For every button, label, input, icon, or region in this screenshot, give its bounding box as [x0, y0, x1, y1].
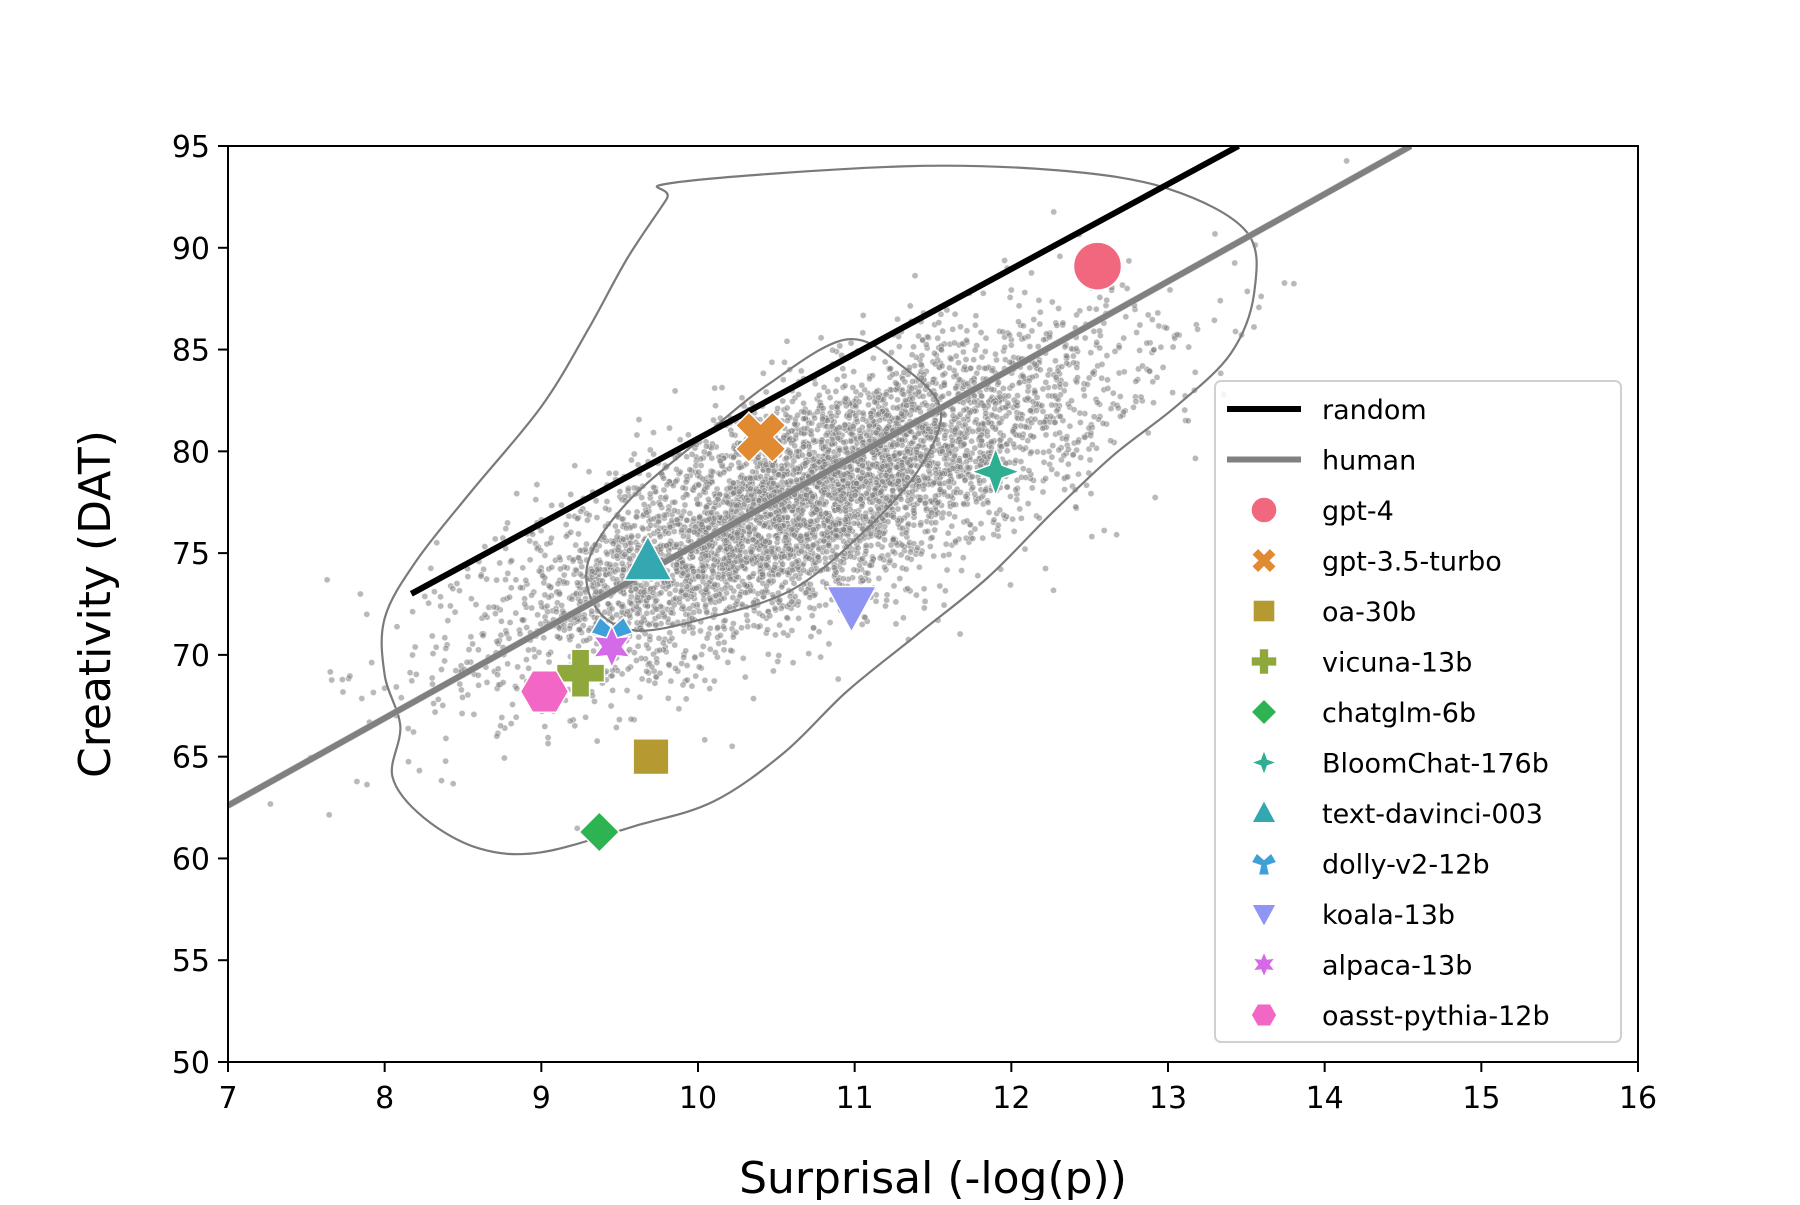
legend: random human gpt-4 gpt-3.5-turbo oa-30b vicun…	[1215, 381, 1621, 1042]
x-tick-label: 10	[679, 1081, 717, 1116]
x-tick-label: 9	[532, 1081, 551, 1116]
x-tick-label: 8	[375, 1081, 394, 1116]
legend-label-oasst-pythia-12b: oasst-pythia-12b	[1322, 1001, 1550, 1032]
legend-label-gpt-4: gpt-4	[1322, 496, 1394, 527]
y-tick-label: 50	[172, 1046, 210, 1081]
x-tick-label: 14	[1306, 1081, 1344, 1116]
x-tick-label: 13	[1149, 1081, 1187, 1116]
legend-label-gpt-3.5-turbo: gpt-3.5-turbo	[1322, 547, 1502, 578]
y-tick-label: 60	[172, 842, 210, 877]
legend-label-vicuna-13b: vicuna-13b	[1322, 648, 1472, 679]
legend-label-dolly-v2-12b: dolly-v2-12b	[1322, 850, 1490, 881]
marker-oa-30b	[633, 739, 669, 775]
legend-label-text-davinci-003: text-davinci-003	[1322, 799, 1543, 830]
x-tick-label: 12	[992, 1081, 1030, 1116]
y-axis-label: Creativity (DAT)	[70, 430, 121, 778]
x-tick-label: 7	[218, 1081, 237, 1116]
legend-label-chatglm-6b: chatglm-6b	[1322, 698, 1476, 729]
legend-marker-oa-30b	[1253, 600, 1275, 622]
y-tick-label: 95	[172, 130, 210, 165]
x-axis-label: Surprisal (-log(p))	[739, 1153, 1127, 1200]
marker-gpt-4	[1074, 242, 1122, 290]
x-tick-label: 16	[1619, 1081, 1657, 1116]
legend-label-oa-30b: oa-30b	[1322, 597, 1416, 628]
x-tick-label: 15	[1462, 1081, 1500, 1116]
legend-label-human: human	[1322, 446, 1416, 477]
y-tick-label: 80	[172, 435, 210, 470]
legend-marker-oasst-pythia-12b	[1251, 1004, 1277, 1027]
y-tick-label: 75	[172, 537, 210, 572]
legend-label-koala-13b: koala-13b	[1322, 900, 1455, 931]
y-tick-label: 65	[172, 741, 210, 776]
legend-label-random: random	[1322, 395, 1427, 426]
y-tick-label: 70	[172, 639, 210, 674]
y-tick-label: 90	[172, 232, 210, 267]
x-tick-label: 11	[836, 1081, 874, 1116]
legend-marker-gpt-4	[1251, 497, 1277, 523]
y-tick-label: 85	[172, 334, 210, 369]
legend-label-BloomChat-176b: BloomChat-176b	[1322, 749, 1549, 780]
y-axis-ticks: 50 55 60 65 70 75 80 85 90 95	[172, 130, 228, 1081]
x-axis-ticks: 7 8 9 10 11 12 13 14 15 16	[218, 1062, 1657, 1116]
legend-label-alpaca-13b: alpaca-13b	[1322, 951, 1472, 982]
y-tick-label: 55	[172, 944, 210, 979]
